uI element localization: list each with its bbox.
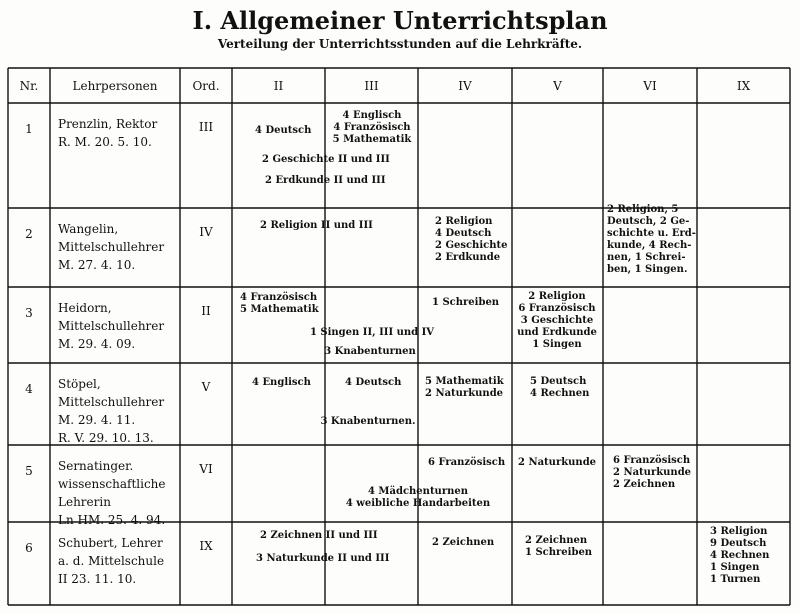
lesson-entry: nen, 1 Schrei- <box>607 252 686 263</box>
lesson-entry: 4 Deutsch <box>255 125 312 136</box>
teacher-line: Heidorn, <box>58 301 112 315</box>
teacher-line: R. M. 20. 5. 10. <box>58 135 152 149</box>
lesson-entry: 4 Französisch <box>333 122 411 133</box>
lesson-entry: kunde, 4 Rech- <box>607 240 692 251</box>
column-header: Nr. <box>19 79 39 93</box>
lesson-entry: 4 Rechnen <box>530 388 590 399</box>
lesson-entry: schichte u. Erd- <box>607 228 696 239</box>
lesson-entry: 3 Religion <box>710 526 768 537</box>
teacher-line: Mittelschullehrer <box>58 319 165 333</box>
column-header: VI <box>643 79 657 93</box>
lesson-entry: und Erdkunde <box>517 327 597 338</box>
column-header: IV <box>458 79 472 93</box>
lesson-entry: 3 Naturkunde II und III <box>256 553 390 564</box>
teacher-line: wissenschaftliche <box>58 477 166 491</box>
lesson-entry: 2 Religion <box>435 216 493 227</box>
column-header: Lehrpersonen <box>72 79 158 93</box>
teacher-line: Wangelin, <box>58 222 119 236</box>
lesson-entry: 5 Mathematik <box>425 376 504 387</box>
row-number: 4 <box>25 382 33 396</box>
teacher-line: R. V. 29. 10. 13. <box>58 431 154 445</box>
lesson-entry: ben, 1 Singen. <box>607 264 688 275</box>
teacher-line: Schubert, Lehrer <box>58 536 163 550</box>
column-header: III <box>364 79 379 93</box>
lesson-entry: 1 Singen II, III und IV <box>309 327 435 338</box>
teacher-line: Ln HM. 25. 4. 94. <box>58 513 166 527</box>
lesson-entry: 4 Mädchenturnen <box>367 486 469 497</box>
column-header: IX <box>736 79 751 93</box>
teacher-line: Stöpel, <box>58 377 101 391</box>
lesson-entry: 2 Geschichte II und III <box>262 154 390 165</box>
lesson-entry: 5 Deutsch <box>530 376 587 387</box>
lesson-entry: 2 Erdkunde <box>435 252 501 263</box>
lesson-entry: 5 Mathematik <box>240 304 319 315</box>
teacher-line: Sernatinger. <box>58 459 134 473</box>
teacher-line: Prenzlin, Rektor <box>58 117 158 131</box>
column-header: V <box>553 79 562 93</box>
column-header: II <box>273 79 284 93</box>
class-ord: VI <box>199 462 213 476</box>
row-number: 2 <box>25 227 33 241</box>
class-ord: IV <box>199 225 213 239</box>
lesson-entry: 4 Englisch <box>252 377 311 388</box>
lesson-entry: 4 Französisch <box>240 292 318 303</box>
lesson-entry: 2 Zeichnen <box>432 537 495 548</box>
lesson-entry: 1 Singen <box>532 339 582 350</box>
lesson-entry: 2 Religion <box>528 291 586 302</box>
lesson-entry: 4 Rechnen <box>710 550 770 561</box>
teacher-line: Mittelschullehrer <box>58 240 165 254</box>
lesson-entry: 1 Turnen <box>710 574 761 585</box>
title: I. Allgemeiner Unterrichtsplan <box>192 6 608 35</box>
lesson-entry: 4 Englisch <box>342 110 402 121</box>
lesson-entry: 5 Mathematik <box>332 134 412 145</box>
lesson-entry: 2 Naturkunde <box>613 467 692 478</box>
teacher-line: M. 29. 4. 11. <box>58 413 136 427</box>
row-number: 5 <box>25 464 33 478</box>
lesson-entry: 3 Knabenturnen. <box>320 416 416 427</box>
lesson-entry: 6 Französisch <box>518 303 596 314</box>
lesson-entry: 4 Deutsch <box>345 377 402 388</box>
class-ord: IX <box>199 539 213 553</box>
teacher-line: M. 27. 4. 10. <box>58 258 136 272</box>
row-number: 3 <box>25 306 33 320</box>
class-ord: II <box>201 304 211 318</box>
lesson-entry: 9 Deutsch <box>710 538 767 549</box>
lesson-entry: 2 Naturkunde <box>518 457 597 468</box>
subtitle: Verteilung der Unterrichtsstunden auf di… <box>217 37 583 51</box>
lesson-entry: 4 weibliche Handarbeiten <box>345 498 491 509</box>
lesson-entry: 2 Erdkunde II und III <box>265 175 386 186</box>
lesson-entry: 2 Geschichte <box>435 240 508 251</box>
teacher-line: a. d. Mittelschule <box>58 554 165 568</box>
lesson-entry: 1 Singen <box>710 562 760 573</box>
lesson-entry: 2 Naturkunde <box>425 388 504 399</box>
row-number: 6 <box>25 541 33 555</box>
lesson-entry: 3 Geschichte <box>520 315 594 326</box>
teacher-line: Lehrerin <box>58 495 111 509</box>
teacher-line: M. 29. 4. 09. <box>58 337 136 351</box>
lesson-entry: 6 Französisch <box>613 455 691 466</box>
lesson-entry: 2 Religion II und III <box>260 220 373 231</box>
lesson-entry: 1 Schreiben <box>525 547 593 558</box>
lesson-entry: 2 Zeichnen <box>613 479 676 490</box>
lesson-entry: 2 Zeichnen <box>525 535 588 546</box>
lesson-entry: Deutsch, 2 Ge- <box>607 216 690 227</box>
teacher-line: Mittelschullehrer <box>58 395 165 409</box>
teacher-line: II 23. 11. 10. <box>58 572 137 586</box>
lesson-entry: 2 Religion, 5 <box>607 204 679 215</box>
lesson-entry: 4 Deutsch <box>435 228 492 239</box>
lesson-entry: 3 Knabenturnen <box>324 346 416 357</box>
lesson-entry: 2 Zeichnen II und III <box>260 530 378 541</box>
class-ord: III <box>198 120 214 134</box>
lesson-entry: 6 Französisch <box>428 457 506 468</box>
column-header: Ord. <box>192 79 220 93</box>
lesson-entry: 1 Schreiben <box>432 297 500 308</box>
row-number: 1 <box>25 122 33 136</box>
class-ord: V <box>201 380 211 394</box>
